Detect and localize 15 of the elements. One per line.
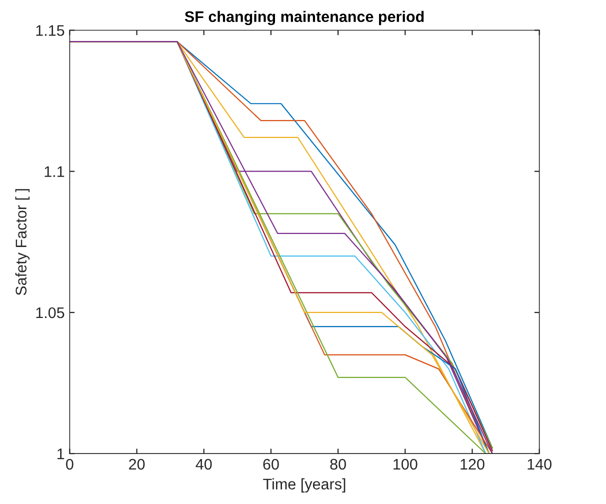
x-tick-label: 60 bbox=[263, 458, 279, 470]
y-axis-title: Safety Factor [ ] bbox=[15, 189, 30, 296]
chart-title: SF changing maintenance period bbox=[184, 10, 424, 26]
x-tick-label: 120 bbox=[460, 458, 484, 470]
y-tick-label: 1.15 bbox=[36, 25, 64, 36]
x-tick-label: 140 bbox=[528, 458, 552, 470]
x-tick-label: 80 bbox=[330, 458, 346, 470]
y-tick-label: 1.1 bbox=[44, 166, 64, 177]
y-tick-label: 1.05 bbox=[36, 307, 64, 318]
y-tick-label: 1 bbox=[58, 448, 64, 460]
x-axis-title: Time [years] bbox=[263, 478, 346, 492]
x-tick-label: 100 bbox=[394, 458, 418, 470]
x-tick-label: 40 bbox=[196, 458, 212, 470]
x-tick-label: 0 bbox=[66, 458, 74, 470]
x-tick-label: 20 bbox=[129, 458, 145, 470]
